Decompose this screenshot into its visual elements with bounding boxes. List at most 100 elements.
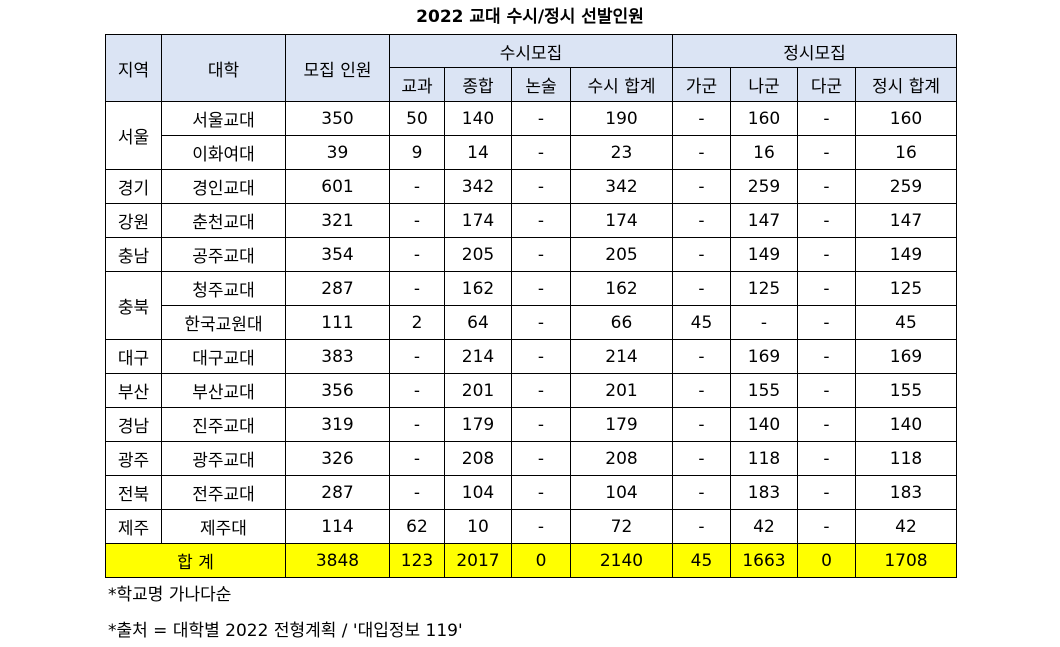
- jeongsi-da-cell: -: [797, 509, 856, 544]
- table-row: 한국교원대 111 2 64-66 45- -45: [106, 305, 957, 340]
- quota-cell: 354: [285, 237, 390, 272]
- region-cell: 제주: [105, 509, 162, 544]
- quota-cell: 319: [285, 407, 390, 442]
- note-source: *출처 = 대학별 2022 전형계획 / '대입정보 119': [108, 621, 463, 641]
- header-susi-group: 수시모집: [389, 34, 673, 68]
- susi-gyogwa-cell: -: [389, 339, 445, 374]
- susi-sum-cell: 208: [570, 441, 673, 476]
- susi-sum-cell: 205: [570, 237, 673, 272]
- jeongsi-da-cell: -: [797, 339, 856, 374]
- susi-nonsul-cell: -: [511, 373, 571, 408]
- jeongsi-ga-cell: -: [672, 475, 731, 510]
- table-row: 충북 청주교대 287-162-162-125-125: [105, 271, 957, 340]
- jeongsi-ga-cell: 45: [672, 305, 731, 340]
- susi-nonsul-cell: -: [511, 101, 571, 136]
- table-row: 이화여대 39 9 14-23-16-16: [106, 135, 957, 170]
- susi-jonghap-cell: 342: [444, 169, 512, 204]
- header-quota: 모집 인원: [285, 34, 390, 102]
- jeongsi-sum-cell: 149: [855, 237, 957, 272]
- susi-sum-cell: 162: [570, 271, 673, 306]
- region-cell: 강원: [105, 203, 162, 238]
- jeongsi-sum-cell: 45: [855, 305, 957, 340]
- region-cell: 서울: [105, 101, 162, 170]
- susi-gyogwa-cell: 50: [389, 101, 445, 136]
- region-cell: 충남: [105, 237, 162, 272]
- jeongsi-na-cell: 160: [730, 101, 798, 136]
- jeongsi-da-cell: -: [797, 135, 856, 170]
- total-jeongsi-na: 1663: [730, 543, 798, 578]
- jeongsi-na-cell: 169: [730, 339, 798, 374]
- jeongsi-na-cell: 125: [730, 271, 798, 306]
- quota-cell: 111: [285, 305, 390, 340]
- jeongsi-sum-cell: 155: [855, 373, 957, 408]
- header-jeongsi-group: 정시모집: [672, 34, 957, 68]
- admissions-table: 지역 대학 모집 인원 수시모집 정시모집 교과 종합 논술 수시 합계 가군 …: [105, 34, 957, 578]
- table-row: 대구 대구교대 383-214-214-169-169: [105, 339, 957, 374]
- quota-cell: 287: [285, 475, 390, 510]
- susi-nonsul-cell: -: [511, 271, 571, 306]
- susi-gyogwa-cell: -: [389, 373, 445, 408]
- susi-jonghap-cell: 14: [444, 135, 512, 170]
- jeongsi-na-cell: 16: [730, 135, 798, 170]
- table-title: 2022 교대 수시/정시 선발인원: [416, 7, 644, 27]
- university-cell: 한국교원대: [161, 305, 286, 340]
- header-region: 지역: [105, 34, 162, 102]
- jeongsi-ga-cell: -: [672, 271, 731, 306]
- university-cell: 춘천교대: [161, 203, 286, 238]
- header-jeongsi-da: 다군: [797, 67, 856, 102]
- susi-nonsul-cell: -: [511, 237, 571, 272]
- header-jeongsi-total: 정시 합계: [855, 67, 957, 102]
- jeongsi-ga-cell: -: [672, 203, 731, 238]
- susi-gyogwa-cell: -: [389, 237, 445, 272]
- region-cell: 경남: [105, 407, 162, 442]
- jeongsi-sum-cell: 147: [855, 203, 957, 238]
- total-susi-nonsul: 0: [511, 543, 571, 578]
- university-cell: 서울교대: [161, 101, 286, 136]
- jeongsi-na-cell: 147: [730, 203, 798, 238]
- region-cell: 광주: [105, 441, 162, 476]
- university-cell: 대구교대: [161, 339, 286, 374]
- susi-nonsul-cell: -: [511, 475, 571, 510]
- header-jeongsi-ga: 가군: [672, 67, 731, 102]
- susi-jonghap-cell: 162: [444, 271, 512, 306]
- region-cell: 충북: [105, 271, 162, 340]
- university-cell: 제주대: [161, 509, 286, 544]
- jeongsi-sum-cell: 42: [855, 509, 957, 544]
- jeongsi-sum-cell: 125: [855, 271, 957, 306]
- susi-sum-cell: 66: [570, 305, 673, 340]
- susi-gyogwa-cell: -: [389, 441, 445, 476]
- susi-jonghap-cell: 140: [444, 101, 512, 136]
- susi-nonsul-cell: -: [511, 169, 571, 204]
- jeongsi-na-cell: 118: [730, 441, 798, 476]
- susi-jonghap-cell: 208: [444, 441, 512, 476]
- susi-sum-cell: 179: [570, 407, 673, 442]
- university-cell: 광주교대: [161, 441, 286, 476]
- susi-sum-cell: 190: [570, 101, 673, 136]
- jeongsi-na-cell: -: [730, 305, 798, 340]
- quota-cell: 356: [285, 373, 390, 408]
- header-susi-jonghap: 종합: [444, 67, 512, 102]
- jeongsi-ga-cell: -: [672, 101, 731, 136]
- jeongsi-ga-cell: -: [672, 169, 731, 204]
- jeongsi-da-cell: -: [797, 305, 856, 340]
- jeongsi-ga-cell: -: [672, 237, 731, 272]
- total-susi-sum: 2140: [570, 543, 673, 578]
- university-cell: 전주교대: [161, 475, 286, 510]
- susi-gyogwa-cell: 2: [389, 305, 445, 340]
- jeongsi-na-cell: 140: [730, 407, 798, 442]
- susi-gyogwa-cell: -: [389, 407, 445, 442]
- susi-nonsul-cell: -: [511, 407, 571, 442]
- university-cell: 청주교대: [161, 271, 286, 306]
- jeongsi-ga-cell: -: [672, 135, 731, 170]
- header-row-2: 교과 종합 논술 수시 합계 가군 나군 다군 정시 합계: [106, 67, 957, 102]
- quota-cell: 114: [285, 509, 390, 544]
- table-row: 경남 진주교대 319-179-179-140-140: [105, 407, 957, 442]
- header-row-1: 지역 대학 모집 인원 수시모집 정시모집: [105, 34, 957, 102]
- total-quota: 3848: [285, 543, 390, 578]
- jeongsi-da-cell: -: [797, 169, 856, 204]
- susi-sum-cell: 201: [570, 373, 673, 408]
- quota-cell: 350: [285, 101, 390, 136]
- susi-nonsul-cell: -: [511, 203, 571, 238]
- jeongsi-sum-cell: 160: [855, 101, 957, 136]
- jeongsi-da-cell: -: [797, 271, 856, 306]
